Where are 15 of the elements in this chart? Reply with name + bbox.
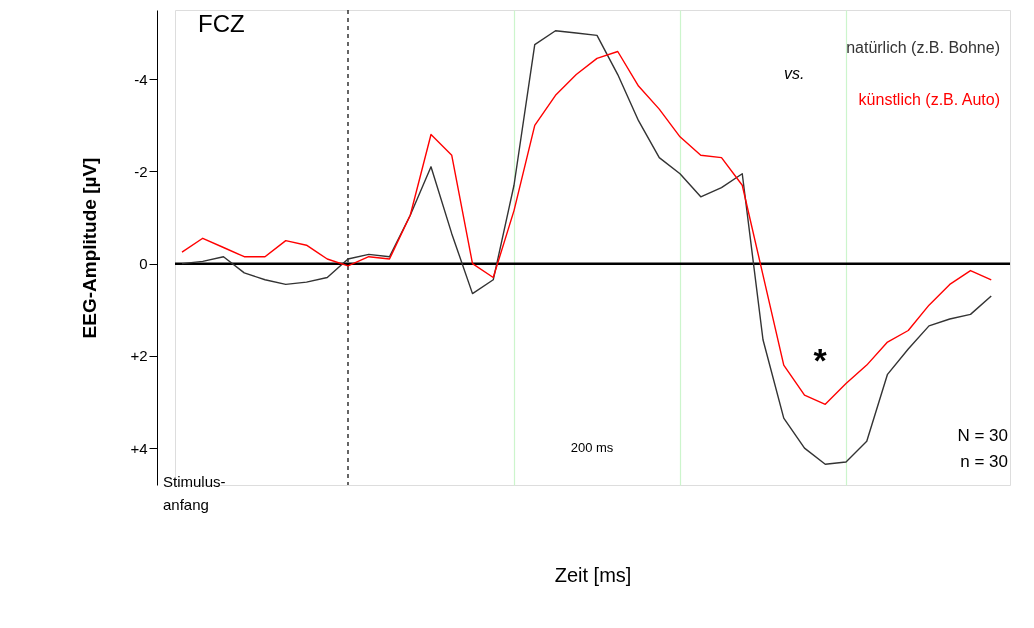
y-axis-title: EEG-Amplitude [µV]	[79, 157, 101, 339]
annotation: vs.	[784, 65, 805, 82]
text: natürlich (z.B. Bohne)	[846, 39, 1000, 56]
annotation: Stimulus- anfang	[163, 473, 226, 513]
annotation: 200 ms	[570, 440, 614, 455]
y-tick-label: +4	[130, 439, 148, 457]
annotation: *	[813, 341, 828, 379]
text: künstlich (z.B. Auto)	[858, 91, 1000, 108]
y-tick-label: +2	[130, 347, 148, 365]
y-tick-label: 0	[139, 255, 148, 273]
chart-title: FCZ	[198, 10, 245, 37]
y-tick-label: -2	[134, 162, 148, 180]
x-axis-title: Zeit [ms]	[554, 563, 632, 586]
annotation: N = 30 n = 30	[957, 426, 1008, 471]
y-tick-label: -4	[134, 70, 148, 88]
